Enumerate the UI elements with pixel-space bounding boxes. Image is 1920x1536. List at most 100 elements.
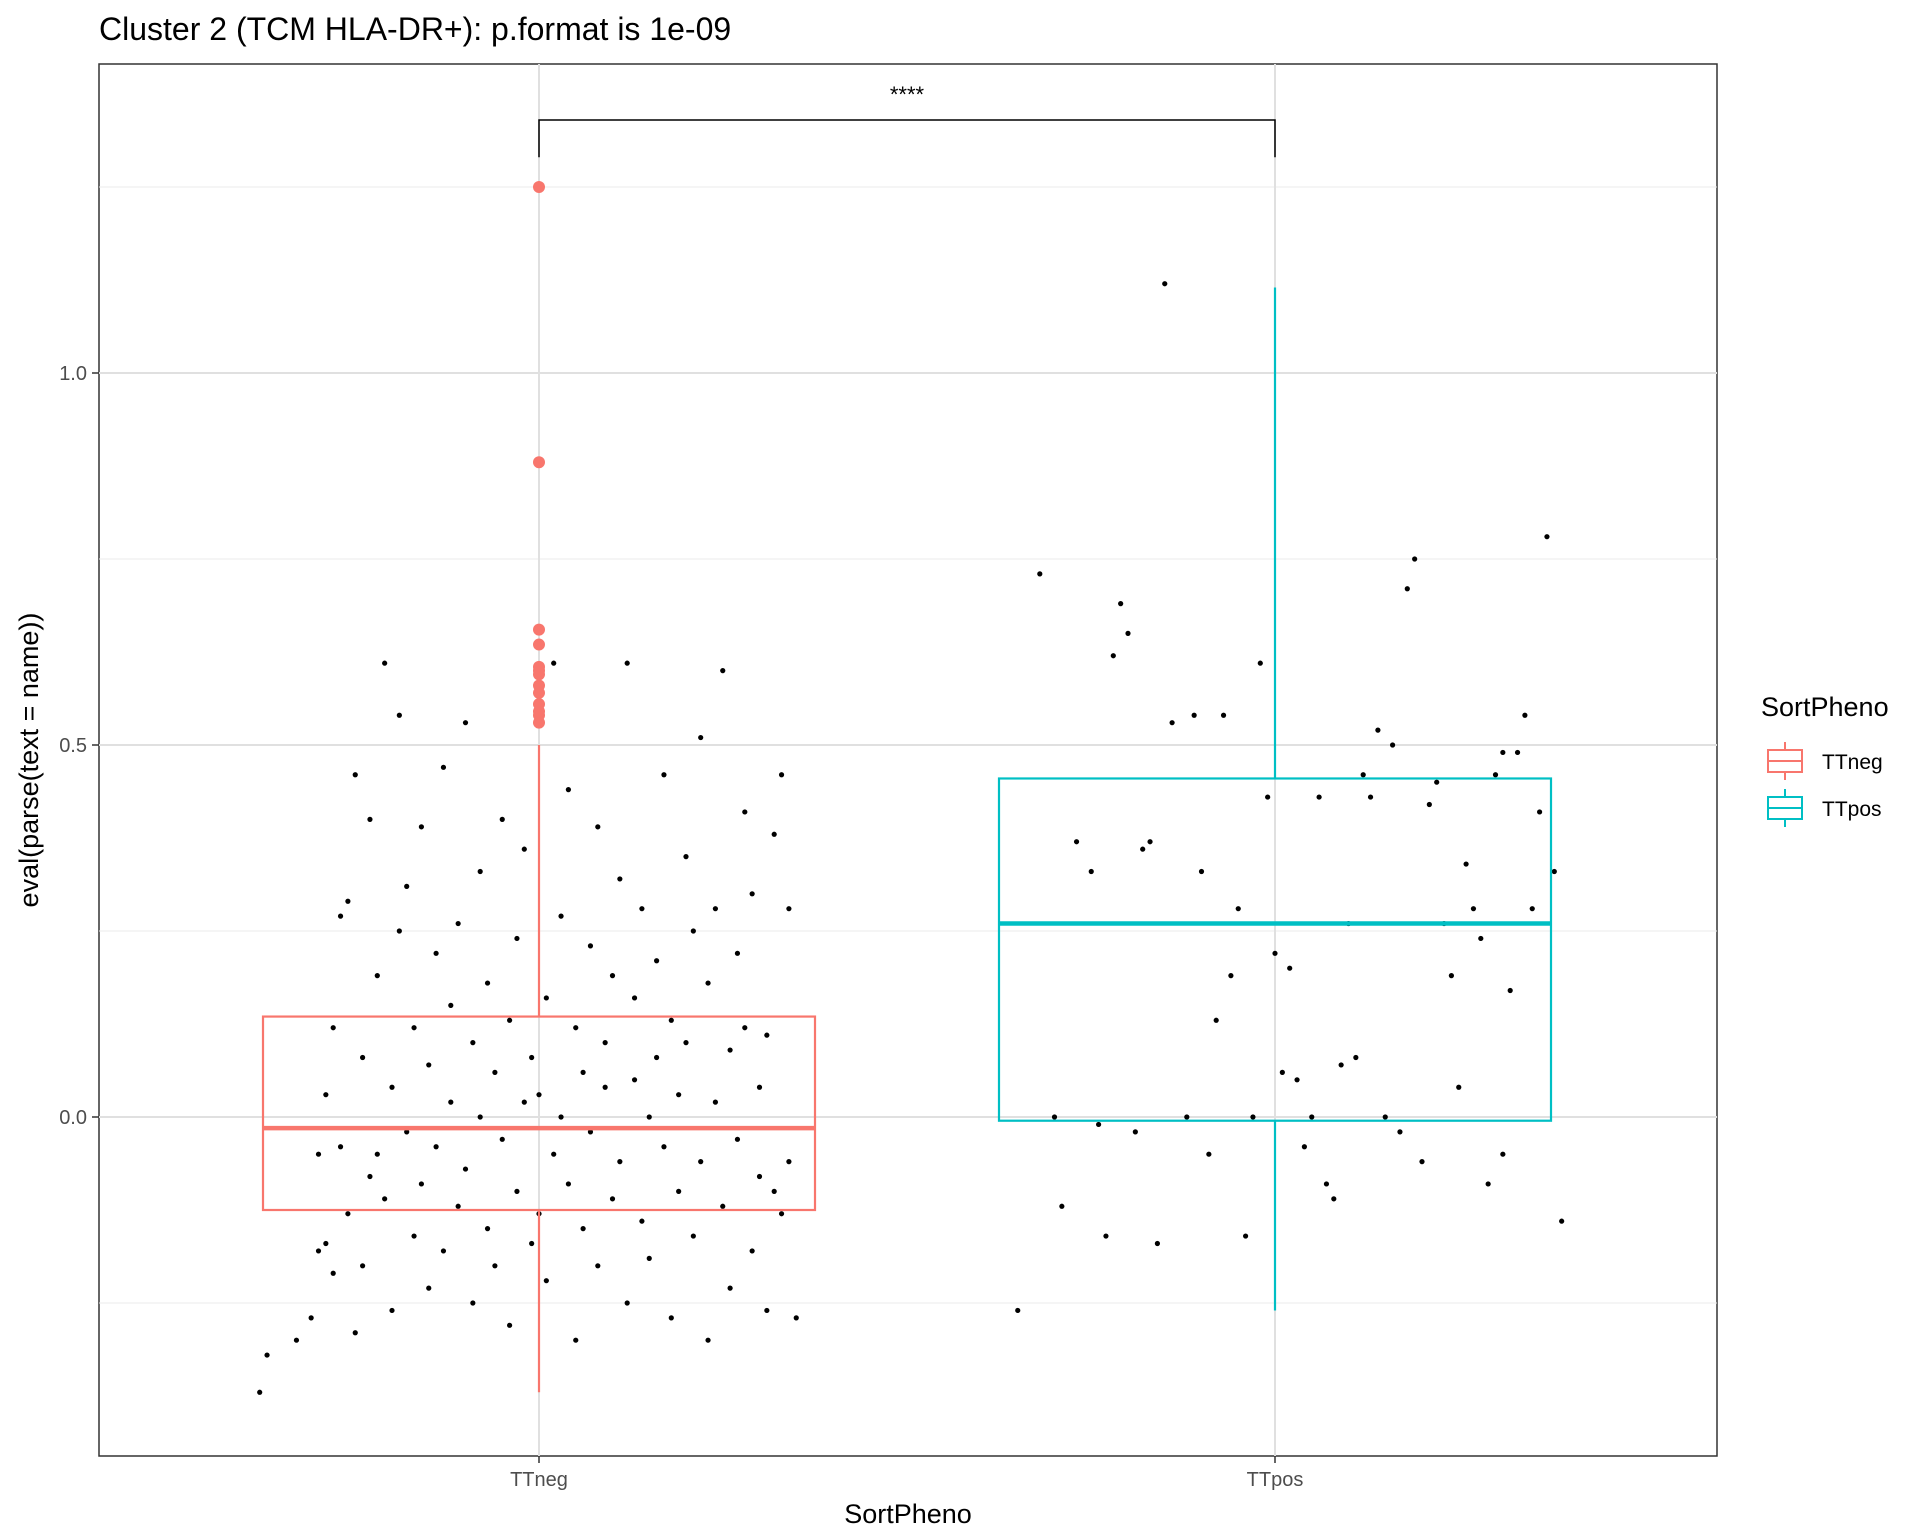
point-TTneg-66 bbox=[543, 995, 549, 1001]
point-TTneg-64 bbox=[536, 1092, 542, 1098]
point-TTpos-11 bbox=[1132, 1129, 1138, 1135]
point-TTpos-43 bbox=[1375, 727, 1381, 733]
point-TTneg-27 bbox=[396, 712, 402, 718]
point-TTneg-24 bbox=[389, 1084, 395, 1090]
point-TTpos-35 bbox=[1316, 794, 1322, 800]
point-TTneg-5 bbox=[315, 1151, 322, 1157]
point-TTneg-37 bbox=[433, 1144, 439, 1150]
point-TTpos-55 bbox=[1463, 861, 1469, 867]
point-TTneg-59 bbox=[514, 1188, 520, 1194]
point-TTneg-17 bbox=[360, 1263, 366, 1269]
point-TTneg-128 bbox=[771, 831, 777, 837]
point-TTpos-25 bbox=[1243, 1233, 1249, 1239]
point-TTpos-2 bbox=[1051, 1114, 1058, 1120]
point-TTneg-99 bbox=[661, 772, 667, 778]
significance-label: **** bbox=[890, 82, 925, 107]
point-TTneg-4 bbox=[315, 1248, 322, 1254]
point-TTneg-2 bbox=[293, 1337, 300, 1343]
point-TTneg-18 bbox=[367, 816, 373, 823]
point-TTneg-112 bbox=[712, 1099, 719, 1105]
point-TTneg-47 bbox=[470, 1300, 476, 1306]
point-TTpos-45 bbox=[1390, 742, 1396, 748]
x-axis-title: SortPheno bbox=[844, 1499, 972, 1529]
point-TTneg-53 bbox=[492, 1263, 498, 1269]
point-TTneg-104 bbox=[683, 854, 689, 860]
point-TTneg-60 bbox=[521, 1099, 527, 1105]
point-TTneg-23 bbox=[382, 1196, 388, 1202]
point-TTneg-49 bbox=[477, 1114, 483, 1120]
outlier-TTneg-12 bbox=[533, 181, 545, 193]
point-TTneg-9 bbox=[330, 1025, 336, 1031]
point-TTpos-8 bbox=[1110, 653, 1116, 659]
point-TTneg-28 bbox=[404, 1129, 410, 1135]
point-TTneg-20 bbox=[374, 973, 380, 979]
point-TTneg-1 bbox=[264, 1352, 270, 1358]
y-tick-label-2: 1.0 bbox=[59, 363, 87, 385]
x-tick-label-1: TTpos bbox=[1247, 1469, 1304, 1491]
point-TTpos-34 bbox=[1309, 1114, 1315, 1120]
point-TTpos-68 bbox=[1559, 1218, 1565, 1224]
point-TTneg-22 bbox=[382, 660, 388, 666]
legend-label-TTpos: TTpos bbox=[1822, 798, 1882, 821]
point-TTneg-63 bbox=[529, 1054, 535, 1061]
point-TTneg-8 bbox=[330, 1270, 336, 1276]
outlier-TTneg-8 bbox=[533, 660, 545, 673]
point-TTneg-34 bbox=[426, 1062, 432, 1068]
significance-bracket-line bbox=[538, 119, 1276, 158]
outlier-TTneg-10 bbox=[533, 623, 545, 636]
point-TTneg-40 bbox=[448, 1002, 454, 1009]
point-TTneg-90 bbox=[631, 1077, 638, 1083]
point-TTpos-57 bbox=[1478, 935, 1484, 942]
point-TTneg-113 bbox=[712, 906, 719, 912]
box-TTpos bbox=[997, 287, 1553, 1311]
point-TTpos-33 bbox=[1301, 1144, 1307, 1150]
point-TTpos-65 bbox=[1537, 809, 1543, 815]
point-TTpos-7 bbox=[1103, 1233, 1109, 1239]
legend-entries: TTneg TTpos bbox=[1767, 742, 1883, 827]
point-TTneg-75 bbox=[573, 1337, 579, 1343]
point-TTneg-93 bbox=[639, 906, 645, 912]
point-TTpos-69 bbox=[1500, 1151, 1506, 1157]
point-TTneg-103 bbox=[676, 1188, 682, 1194]
point-TTneg-101 bbox=[668, 1017, 674, 1023]
point-TTneg-111 bbox=[705, 1337, 711, 1343]
point-TTpos-30 bbox=[1279, 1069, 1285, 1075]
y-tick-label-1: 0.5 bbox=[59, 735, 87, 757]
point-TTpos-17 bbox=[1184, 1114, 1190, 1120]
point-TTneg-14 bbox=[352, 772, 358, 778]
point-TTpos-4 bbox=[1073, 839, 1080, 845]
legend: SortPheno TTneg TTpos bbox=[1761, 692, 1889, 827]
x-tick-label-0: TTneg bbox=[510, 1469, 568, 1491]
point-TTpos-50 bbox=[1426, 801, 1432, 808]
point-TTneg-82 bbox=[602, 1040, 608, 1046]
point-TTneg-52 bbox=[492, 1069, 498, 1075]
point-TTpos-38 bbox=[1338, 1062, 1344, 1068]
point-TTpos-48 bbox=[1412, 556, 1418, 562]
point-TTneg-58 bbox=[514, 935, 520, 942]
point-TTneg-67 bbox=[543, 1278, 549, 1284]
point-TTneg-121 bbox=[742, 1025, 748, 1031]
point-TTneg-3 bbox=[308, 1315, 314, 1321]
point-TTpos-62 bbox=[1514, 749, 1521, 756]
y-tick-label-0: 0.0 bbox=[59, 1107, 87, 1129]
point-TTneg-42 bbox=[455, 1203, 461, 1209]
point-TTneg-129 bbox=[771, 1188, 777, 1194]
point-TTpos-19 bbox=[1198, 868, 1205, 875]
point-TTneg-44 bbox=[462, 1166, 469, 1172]
point-TTneg-57 bbox=[507, 1322, 513, 1328]
point-TTneg-117 bbox=[727, 1285, 733, 1291]
point-TTneg-116 bbox=[727, 1047, 733, 1053]
point-TTneg-48 bbox=[477, 868, 483, 875]
point-TTneg-7 bbox=[323, 1092, 329, 1098]
point-TTneg-31 bbox=[411, 1025, 417, 1031]
point-TTpos-14 bbox=[1154, 1240, 1160, 1247]
point-TTneg-54 bbox=[499, 816, 505, 823]
point-TTneg-30 bbox=[411, 1233, 417, 1239]
outlier-points bbox=[533, 181, 545, 729]
point-TTneg-74 bbox=[573, 1025, 579, 1031]
point-TTneg-96 bbox=[654, 958, 660, 964]
point-TTpos-42 bbox=[1367, 794, 1374, 800]
legend-entry-TTpos: TTpos bbox=[1767, 789, 1882, 827]
point-TTneg-107 bbox=[690, 928, 696, 934]
point-TTneg-25 bbox=[389, 1307, 395, 1314]
